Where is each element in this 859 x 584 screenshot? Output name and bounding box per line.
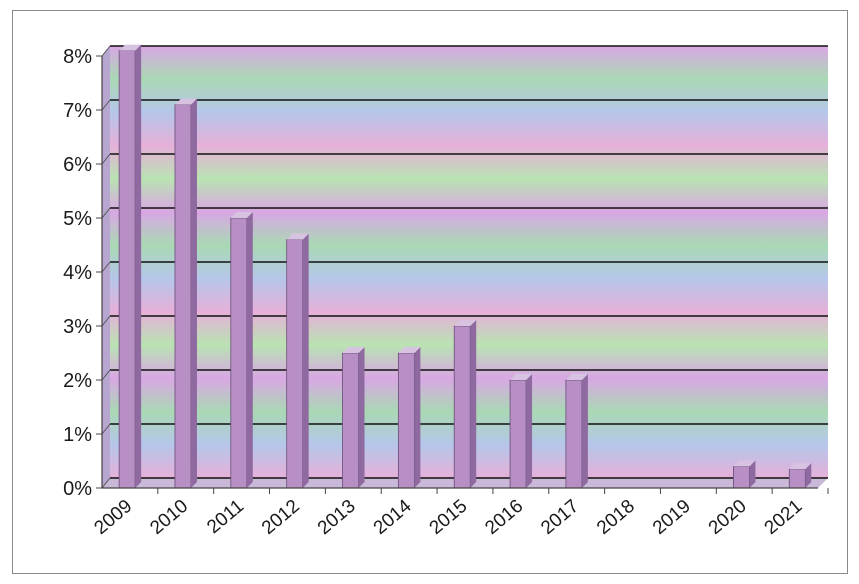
gridline-depth [101, 315, 111, 327]
y-tick-label: 0% [63, 478, 92, 500]
y-tick-label: 3% [63, 316, 92, 338]
x-tick-label: 2018 [593, 496, 639, 539]
x-tick-label: 2016 [481, 496, 527, 539]
x-tick-label: 2013 [314, 496, 360, 539]
x-tick-label: 2015 [426, 496, 472, 539]
x-tick-label: 2014 [370, 495, 416, 539]
gridline-depth [101, 99, 111, 111]
bar-2013 [342, 347, 365, 489]
gridline-depth [101, 207, 111, 219]
gridline-depth [101, 261, 111, 273]
bar-2016 [509, 374, 533, 489]
gridline-depth [101, 477, 111, 489]
y-axis-ticks: 0% 1% 2% 3% 4% 5% 6% 7% 8% [63, 46, 102, 500]
y-tick-label: 2% [63, 370, 92, 392]
y-tick-label: 4% [63, 262, 92, 284]
x-tick-label: 2011 [203, 496, 248, 538]
y-tick-label: 7% [63, 100, 92, 122]
bar-2014 [397, 347, 421, 489]
gridline-depth [101, 153, 111, 165]
y-tick-label: 5% [63, 208, 92, 230]
x-tick-label: 2021 [761, 496, 807, 539]
bar-2020 [733, 460, 756, 489]
bar-2021 [788, 463, 812, 489]
bar-2011 [230, 212, 253, 489]
bar-2010 [174, 98, 197, 489]
x-tick-label: 2012 [258, 496, 304, 539]
y-tick-label: 1% [63, 424, 92, 446]
bar-2015 [453, 320, 477, 489]
bar-2009 [118, 44, 142, 489]
gridline-depth [101, 423, 111, 435]
bars [118, 44, 812, 489]
x-tick-label: 2010 [146, 496, 192, 539]
bar-2012 [286, 233, 309, 489]
x-tick-label: 2020 [705, 496, 751, 539]
x-tick-label: 2019 [649, 496, 695, 539]
y-tick-label: 8% [63, 46, 92, 68]
x-axis-ticks: 2009 2010 2011 2012 2013 2014 2015 2016 2017 2018… [90, 488, 829, 539]
gridline-depth [101, 45, 111, 57]
x-tick-label: 2009 [90, 496, 136, 539]
y-tick-label: 6% [63, 154, 92, 176]
x-tick-label: 2017 [537, 496, 583, 539]
gridline-depth [101, 369, 111, 381]
bar-2017 [565, 374, 588, 489]
